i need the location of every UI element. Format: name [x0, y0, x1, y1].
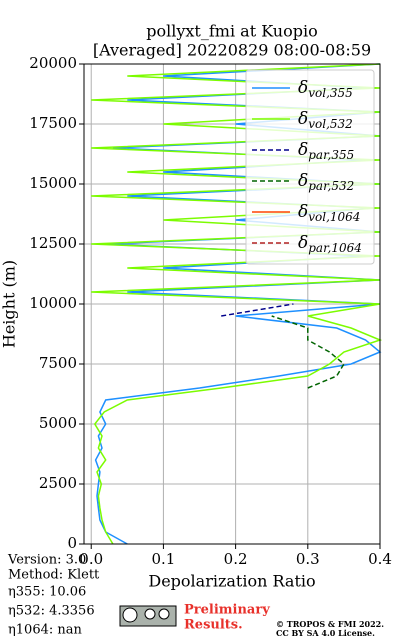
x-tick-label: 0.4 [368, 550, 392, 568]
info-line: η355: 10.06 [8, 585, 86, 600]
y-tick-label: 2500 [39, 474, 77, 492]
chart-title: pollyxt_fmi at Kuopio [146, 22, 317, 41]
legend-label: δvol,355 [298, 78, 353, 100]
info-line: η532: 4.3356 [8, 604, 95, 619]
info: Version: 3.0 Method: Klett η355: 10.06 η… [7, 553, 100, 638]
x-tick-label: 0.0 [79, 550, 103, 568]
legend-label-symbol: δ [298, 171, 308, 191]
y-axis-label: Height (m) [0, 260, 19, 348]
legend-label-symbol: δ [298, 140, 308, 160]
legend-label-subscript: par,532 [308, 179, 354, 193]
notice: Preliminary [184, 603, 270, 618]
y-tick-label: 0 [67, 534, 77, 552]
legend-label-subscript: vol,355 [308, 86, 353, 100]
legend-label-symbol: δ [298, 109, 308, 129]
legend-label-symbol: δ [298, 233, 308, 253]
legend: δvol,355δvol,532δpar,355δpar,532δvol,106… [245, 69, 375, 265]
profile-line [221, 303, 294, 317]
legend-label: δpar,355 [298, 140, 354, 162]
notice: Results. [184, 618, 243, 633]
legend-label-symbol: δ [298, 202, 308, 222]
chart-title: [Averaged] 20220829 08:00-08:59 [93, 41, 371, 60]
legend-label: δvol,1064 [298, 202, 360, 224]
legend-label-subscript: vol,1064 [308, 210, 360, 224]
y-tick-label: 20000 [29, 54, 77, 72]
y-tick-label: 17500 [29, 114, 77, 132]
info-line: Method: Klett [8, 568, 100, 583]
copyright: CC BY SA 4.0 License. [276, 628, 375, 638]
info-line: η1064: nan [8, 623, 83, 638]
copyright: © TROPOS & FMI 2022. [276, 619, 384, 629]
legend-label: δpar,532 [298, 171, 354, 193]
legend-label: δpar,1064 [298, 233, 362, 255]
legend-label-subscript: par,355 [308, 148, 354, 162]
cc-logo [119, 605, 177, 627]
legend-label-subscript: vol,532 [308, 117, 353, 131]
x-tick-label: 0.3 [296, 550, 320, 568]
y-tick-label: 7500 [39, 354, 77, 372]
plot-frame [83, 63, 381, 545]
legend-label-subscript: par,1064 [308, 241, 362, 255]
y-tick-label: 15000 [29, 174, 77, 192]
x-axis-label: Depolarization Ratio [148, 572, 315, 591]
legend-label-symbol: δ [298, 78, 308, 98]
x-tick-label: 0.2 [224, 550, 248, 568]
x-tick-label: 0.1 [151, 550, 175, 568]
y-tick-label: 5000 [39, 414, 77, 432]
y-tick-label: 10000 [29, 294, 77, 312]
legend-label: δvol,532 [298, 109, 353, 131]
y-tick-label: 12500 [29, 234, 77, 252]
info-line: Version: 3.0 [7, 553, 86, 568]
